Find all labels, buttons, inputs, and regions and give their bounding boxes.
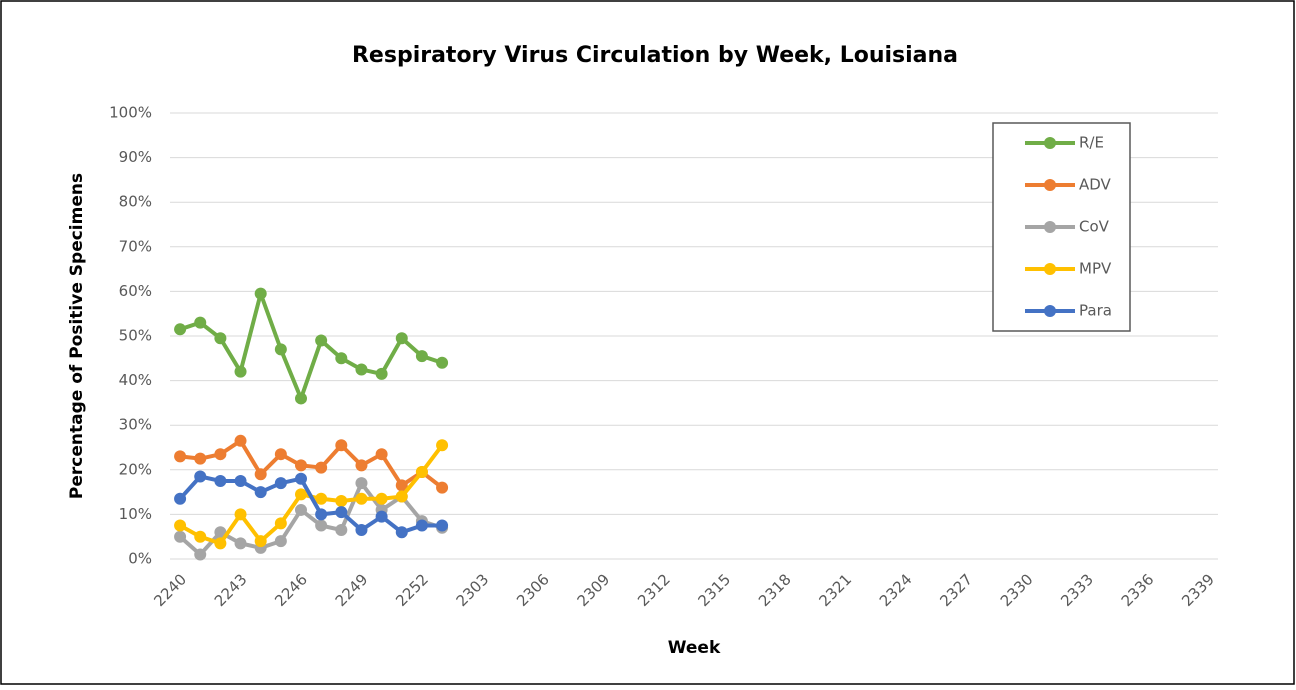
data-point: [174, 530, 187, 543]
legend-label: R/E: [1079, 134, 1104, 152]
data-point: [254, 468, 267, 481]
y-tick-label: 100%: [109, 104, 152, 122]
data-point: [214, 448, 227, 461]
data-point: [436, 356, 449, 369]
data-point: [395, 490, 408, 503]
data-point: [234, 474, 247, 487]
series-line: [179, 291, 443, 401]
data-point: [315, 492, 328, 505]
data-point: [214, 474, 227, 487]
y-tick-label: 50%: [119, 327, 152, 345]
data-point: [274, 477, 287, 490]
data-point: [295, 392, 307, 405]
data-point: [395, 332, 408, 345]
data-point: [274, 343, 287, 356]
data-point: [194, 316, 207, 329]
data-point: [234, 537, 247, 550]
legend-label: Para: [1079, 302, 1112, 320]
data-point: [395, 479, 408, 492]
y-tick-label: 40%: [119, 371, 152, 389]
chart-title: Respiratory Virus Circulation by Week, L…: [352, 43, 958, 68]
y-tick-label: 0%: [128, 550, 152, 568]
data-point: [315, 508, 328, 521]
data-point: [174, 323, 187, 336]
data-point: [375, 492, 388, 505]
legend-marker: [1044, 221, 1056, 233]
x-axis-title: Week: [668, 638, 721, 658]
legend-marker: [1044, 179, 1056, 191]
data-point: [234, 508, 247, 521]
data-point: [174, 492, 187, 505]
y-tick-label: 20%: [119, 460, 152, 478]
legend-marker: [1044, 263, 1056, 275]
data-point: [194, 452, 207, 465]
data-point: [295, 459, 307, 472]
data-point: [375, 448, 388, 461]
data-point: [295, 472, 307, 485]
data-point: [315, 334, 328, 347]
data-point: [174, 450, 187, 463]
data-point: [214, 537, 227, 550]
data-point: [315, 461, 328, 474]
data-point: [395, 526, 408, 539]
y-tick-label: 60%: [119, 282, 152, 300]
data-point: [415, 519, 428, 532]
legend-label: MPV: [1079, 260, 1112, 278]
data-point: [194, 470, 207, 483]
data-point: [436, 439, 449, 452]
data-point: [194, 548, 207, 561]
y-tick-label: 70%: [119, 237, 152, 255]
data-point: [355, 477, 368, 490]
data-point: [375, 510, 388, 523]
data-point: [274, 535, 287, 548]
data-point: [335, 352, 348, 365]
data-point: [214, 526, 227, 539]
data-point: [254, 486, 267, 499]
data-point: [295, 503, 307, 516]
data-point: [375, 367, 388, 380]
data-point: [436, 519, 449, 532]
data-point: [335, 495, 348, 508]
data-point: [335, 439, 348, 452]
y-tick-label: 80%: [119, 193, 152, 211]
data-point: [415, 350, 428, 363]
y-axis-title: Percentage of Positive Specimens: [67, 173, 87, 499]
data-point: [355, 524, 368, 537]
data-point: [436, 481, 449, 494]
data-point: [234, 365, 247, 378]
legend-marker: [1044, 305, 1056, 317]
y-tick-label: 10%: [119, 505, 152, 523]
data-point: [355, 363, 368, 376]
data-point: [234, 434, 247, 447]
data-point: [315, 519, 328, 532]
legend-marker: [1044, 137, 1056, 149]
legend-label: ADV: [1079, 176, 1112, 194]
data-point: [355, 492, 368, 505]
data-point: [274, 517, 287, 530]
data-point: [194, 530, 207, 543]
data-point: [335, 524, 348, 537]
data-point: [214, 332, 227, 345]
y-tick-label: 30%: [119, 416, 152, 434]
data-point: [295, 488, 307, 501]
legend-label: CoV: [1079, 218, 1110, 236]
data-point: [274, 448, 287, 461]
data-point: [415, 466, 428, 479]
data-point: [254, 287, 267, 300]
data-point: [335, 506, 348, 519]
data-point: [174, 519, 187, 532]
y-tick-label: 90%: [119, 148, 152, 166]
data-point: [355, 459, 368, 472]
data-point: [254, 535, 267, 548]
